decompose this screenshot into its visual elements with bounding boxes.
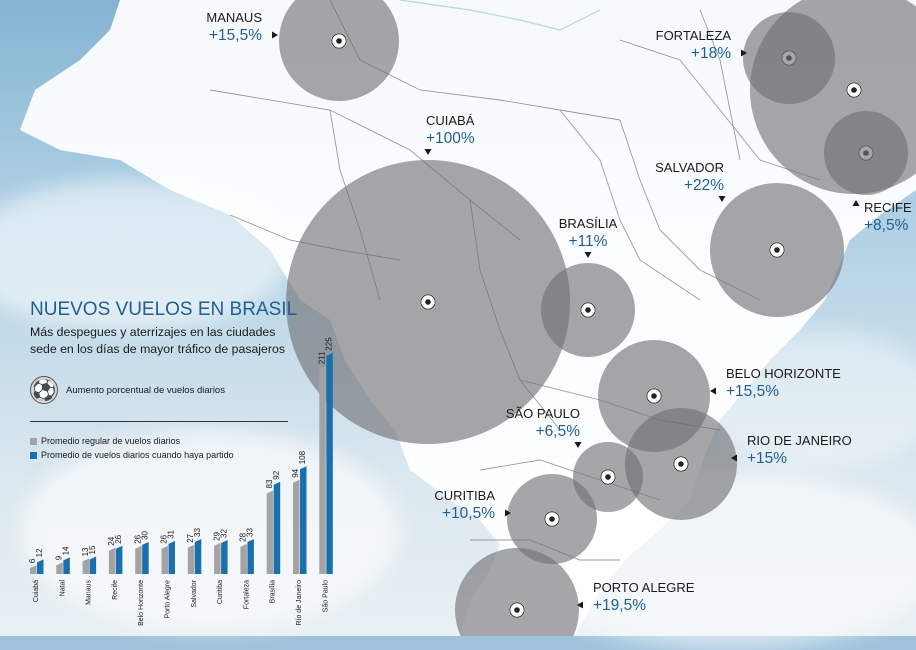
legend-swatch-regular <box>30 437 37 445</box>
ball-patch <box>774 247 780 253</box>
pointer-arrow <box>505 509 511 517</box>
ball-outline <box>769 242 785 258</box>
city-label: RIO DE JANEIRO <box>747 433 852 448</box>
increase-label: +19,5% <box>593 597 646 614</box>
increase-label: +8,5% <box>864 217 909 234</box>
legend-item-regular: Promedio regular de vuelos diarios <box>30 436 180 446</box>
ball-patch <box>549 516 555 522</box>
legend-swatch-match <box>30 451 37 459</box>
pointer-arrow <box>741 49 747 57</box>
increase-label: +15,5% <box>726 383 779 400</box>
brazil-map: MANAUS +15,5% CUIABÁ +100% FORTALEZA +18% SALV… <box>20 0 916 636</box>
increase-label: +10,5% <box>442 505 495 522</box>
pointer-arrow <box>852 200 860 206</box>
increase-label: +11% <box>569 233 608 250</box>
city-label: SÃO PAULO <box>506 406 580 421</box>
pointer-arrow <box>584 252 592 258</box>
state-border <box>559 109 701 301</box>
river <box>399 0 601 31</box>
pointer-arrow <box>272 31 278 39</box>
ball-outline <box>420 294 436 310</box>
state-border <box>699 9 741 161</box>
increase-label: +18% <box>691 45 731 62</box>
divider-rule <box>30 421 288 422</box>
ball-outline <box>673 456 689 472</box>
legend-item-match: Promedio de vuelos diarios cuando haya p… <box>30 450 234 460</box>
city-label: CUIABÁ <box>426 113 475 128</box>
ball-outline <box>580 302 596 318</box>
cloud <box>20 430 400 630</box>
ball-outline <box>646 388 662 404</box>
city-label: MANAUS <box>206 10 262 25</box>
city-label: RECIFE <box>864 200 912 215</box>
ball-patch <box>851 87 857 93</box>
city-label: SALVADOR <box>655 160 724 175</box>
increase-label: +100% <box>426 130 475 147</box>
bubble-layer <box>279 0 916 636</box>
city-label: PORTO ALEGRE <box>593 580 695 595</box>
pointer-arrow <box>718 196 726 202</box>
pointer-arrow <box>574 442 582 448</box>
ball-patch <box>514 607 520 613</box>
pointer-arrow <box>710 387 716 395</box>
ball-patch <box>585 307 591 313</box>
ball-patch <box>336 38 342 44</box>
increase-label: +15% <box>747 450 787 467</box>
pointer-arrow <box>577 601 583 609</box>
bubble <box>750 0 916 194</box>
bubble-label-layer: MANAUS +15,5% CUIABÁ +100% FORTALEZA +18% SALV… <box>206 10 912 614</box>
subtitle: Más despegues y aterrizajes en las ciuda… <box>30 325 285 356</box>
bubble <box>455 548 579 636</box>
ball-outline <box>846 82 862 98</box>
pointer-arrow <box>731 454 737 462</box>
ball-outline <box>509 602 525 618</box>
city-label: BELO HORIZONTE <box>726 366 841 381</box>
legend-label-match: Promedio de vuelos diarios cuando haya p… <box>41 450 234 460</box>
bubble <box>279 0 399 101</box>
ball-patch <box>605 474 611 480</box>
soccer-ball-icon: ⚽ <box>30 376 58 404</box>
map-title: NUEVOS VUELOS EN BRASIL <box>30 299 297 320</box>
key-label: Aumento porcentual de vuelos diarios <box>66 384 225 396</box>
increase-label: +15,5% <box>209 27 262 44</box>
pointer-arrow <box>424 149 432 155</box>
ball-outline <box>544 511 560 527</box>
ball-outline <box>600 469 616 485</box>
increase-label: +22% <box>684 177 724 194</box>
city-label: FORTALEZA <box>656 28 732 43</box>
city-label: BRASÍLIA <box>559 216 618 231</box>
legend-label-regular: Promedio regular de vuelos diarios <box>41 436 181 446</box>
ball-patch <box>651 393 657 399</box>
city-label: CURITIBA <box>434 488 495 503</box>
bubble-key: ⚽ Aumento porcentual de vuelos diarios <box>30 376 225 404</box>
ball-outline <box>331 33 347 49</box>
ball-patch <box>425 299 431 305</box>
ball-patch <box>678 461 684 467</box>
increase-label: +6,5% <box>536 423 581 440</box>
state-border <box>619 39 821 181</box>
